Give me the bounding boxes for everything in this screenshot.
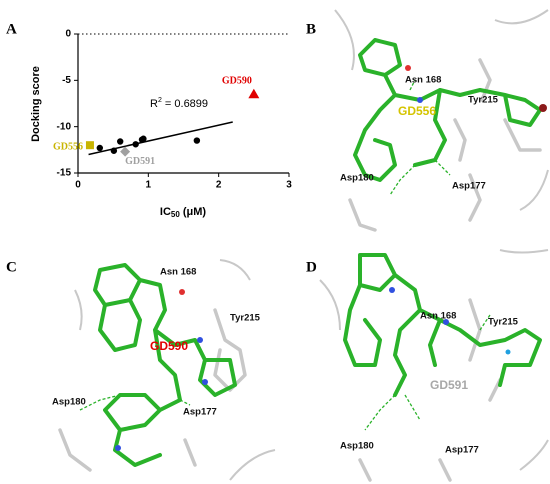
annotation: R2 = 0.6899 (150, 97, 208, 110)
residue-label: Tyr215 (468, 95, 499, 106)
residue-label: Tyr215 (488, 317, 519, 328)
molecule-c (58, 259, 276, 481)
residue-label: Asp180 (52, 397, 86, 408)
point-label: GD591 (125, 156, 155, 167)
point (96, 144, 104, 152)
residue-label: Asp177 (445, 445, 479, 456)
x-axis-label: IC50 (μM) (160, 206, 207, 219)
residue-label: Asp177 (183, 407, 217, 418)
ligand-label: GD556 (398, 104, 436, 118)
x-tick-label: 2 (216, 180, 222, 191)
residue-label: Asn 168 (420, 311, 456, 322)
point (140, 135, 147, 142)
annotation-part: = 0.6899 (162, 98, 208, 110)
point-label: GD556 (53, 141, 83, 152)
x-label-part: (μM) (180, 206, 207, 218)
x-tick-label: 0 (75, 180, 81, 191)
y-tick-label: -15 (57, 168, 72, 179)
molecule-b (334, 9, 549, 232)
residue-label: Asp177 (452, 181, 486, 192)
point-label: GD590 (222, 76, 252, 87)
panel-label: C (6, 259, 17, 275)
x-label-part: IC (160, 206, 171, 218)
annotation-part: R (150, 98, 158, 110)
point (117, 138, 124, 145)
residue-label: Asp180 (340, 173, 374, 184)
point (110, 147, 118, 154)
residue-label: Asp180 (340, 441, 374, 452)
y-tick-label: 0 (65, 29, 71, 40)
panel-label: A (6, 21, 17, 37)
point (120, 146, 131, 157)
point (248, 88, 260, 99)
molecule-d (319, 249, 549, 482)
point (193, 137, 201, 144)
residue-label: Asn 168 (405, 75, 441, 86)
residue-label: Tyr215 (230, 313, 261, 324)
x-label-sub: 50 (171, 210, 180, 219)
y-tick-label: -5 (62, 75, 71, 86)
residue-label: Asn 168 (160, 267, 196, 278)
ligand-label: GD590 (150, 339, 188, 353)
point (85, 141, 94, 150)
x-tick-label: 1 (146, 180, 152, 191)
panel-label: D (306, 259, 317, 275)
panel-label: B (306, 21, 316, 37)
annotation-sup: 2 (158, 97, 162, 104)
fit-line (88, 121, 233, 156)
point (132, 141, 139, 148)
x-tick-label: 3 (286, 180, 292, 191)
y-tick-label: -10 (57, 121, 72, 132)
ligand-label: GD591 (430, 378, 468, 392)
y-axis-label: Docking score (30, 66, 42, 142)
